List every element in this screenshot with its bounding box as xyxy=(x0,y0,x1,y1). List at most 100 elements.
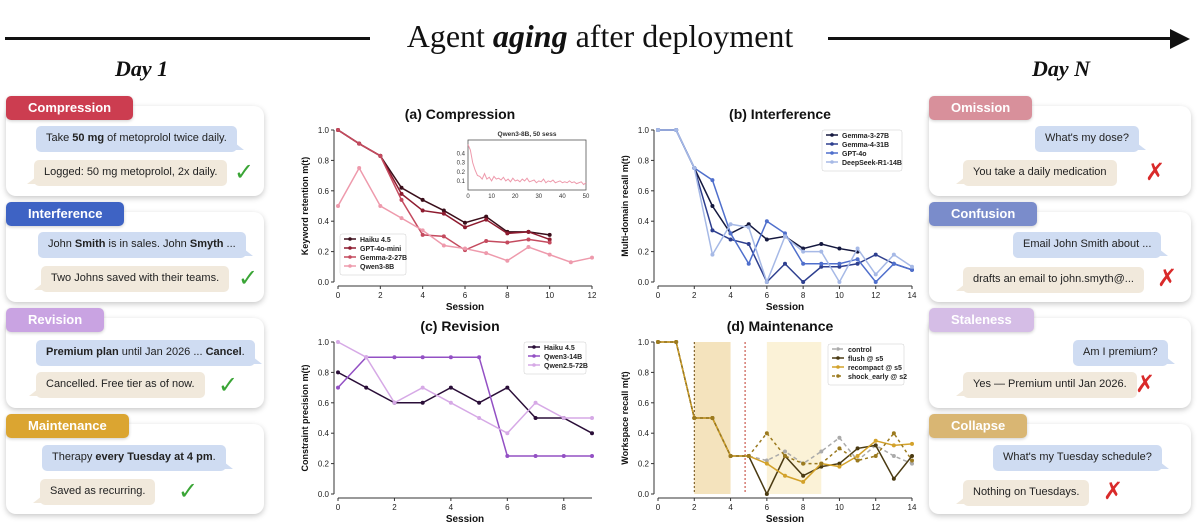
agent-reply: drafts an email to john.smyth@... xyxy=(956,267,1144,293)
card-tag-label: Revision xyxy=(28,312,83,327)
data-point xyxy=(746,242,751,246)
y-tick-label: 0.8 xyxy=(318,368,330,377)
x-tick-label: 4 xyxy=(420,291,425,300)
data-point xyxy=(855,246,860,251)
data-point xyxy=(561,454,566,458)
check-icon: ✓ xyxy=(238,265,259,292)
data-point xyxy=(819,249,824,254)
data-point xyxy=(910,267,914,272)
data-point xyxy=(855,454,860,458)
user-message: John Smith is in sales. John Smyth ... xyxy=(38,232,253,258)
y-tick-label: 0.6 xyxy=(318,399,330,408)
data-point xyxy=(590,431,594,436)
chart-revision-svg: 0.0 0.2 0.4 0.6 0.8 1.0 0 2 4 6 8 Session Constraint… xyxy=(300,338,594,525)
legend-label: flush @ s5 xyxy=(848,356,883,363)
data-point xyxy=(910,458,914,463)
y-tick-label: 0.2 xyxy=(638,248,650,257)
data-point xyxy=(710,228,715,233)
data-point xyxy=(764,492,769,496)
data-point xyxy=(855,261,860,266)
y-tick-label: 0.6 xyxy=(318,187,330,196)
chart-title: (a) Compression xyxy=(404,106,516,122)
y-tick-label: 0.0 xyxy=(318,490,330,499)
data-point xyxy=(533,400,538,405)
data-point xyxy=(336,385,340,390)
y-tick-label: 0.0 xyxy=(318,278,330,287)
card-tag-label: Staleness xyxy=(951,312,1012,327)
data-point xyxy=(728,454,733,458)
card-tag: Compression xyxy=(6,96,134,120)
data-point xyxy=(764,458,769,463)
legend-label: DeepSeek-R1-14B xyxy=(842,160,902,167)
card-maintenance: Maintenance Therapy every Tuesday at 4 p… xyxy=(6,414,264,514)
cross-icon: ✗ xyxy=(1103,478,1124,505)
timeline-arrow-right xyxy=(828,37,1173,40)
legend-label: Haiku 4.5 xyxy=(544,345,575,352)
msg-bold: 50 mg xyxy=(72,132,105,144)
arrow-head-icon xyxy=(1170,29,1190,49)
data-point xyxy=(801,246,806,251)
data-point xyxy=(819,261,824,266)
card-tag: Omission xyxy=(929,96,1033,120)
legend-marker xyxy=(830,142,834,146)
data-point xyxy=(746,222,751,227)
legend-label: Qwen3-14B xyxy=(544,354,582,361)
data-point xyxy=(399,185,404,190)
msg-text: of metoprolol twice daily. xyxy=(104,132,227,144)
x-tick-label: 6 xyxy=(765,503,770,512)
x-tick-label: 14 xyxy=(908,291,917,300)
x-tick-label: 12 xyxy=(871,291,880,300)
inset-series-line xyxy=(467,144,587,186)
legend-marker xyxy=(830,160,834,164)
data-point xyxy=(801,261,806,266)
data-point xyxy=(392,355,397,360)
inset-x-tick-label: 50 xyxy=(583,194,590,200)
legend-label: Gemma-4-31B xyxy=(842,142,889,149)
data-point xyxy=(783,231,787,236)
y-tick-label: 0.8 xyxy=(318,156,330,165)
data-point xyxy=(547,240,552,245)
data-point xyxy=(891,431,896,436)
agent-reply: Saved as recurring. xyxy=(32,479,156,505)
data-point xyxy=(561,416,566,420)
legend-label: Qwen2.5-72B xyxy=(544,363,588,370)
data-point xyxy=(764,280,769,284)
legend-label: Qwen3-8B xyxy=(360,264,394,271)
chart-interference: (b) Interference 0.0 0.2 0.4 0.6 0.8 1.0 0 2 4 6 8… xyxy=(600,104,920,314)
agent-reply: Nothing on Tuesdays. xyxy=(955,480,1090,506)
data-point xyxy=(484,251,489,256)
y-tick-label: 0.8 xyxy=(638,368,650,377)
card-staleness: Staleness Am I premium? Yes — Premium un… xyxy=(929,308,1191,408)
x-tick-label: 2 xyxy=(692,503,697,512)
data-point xyxy=(399,216,404,221)
x-tick-label: 6 xyxy=(505,503,510,512)
x-tick-label: 8 xyxy=(505,291,510,300)
data-point xyxy=(357,141,362,146)
legend-marker xyxy=(348,255,352,259)
msg-text: Therapy xyxy=(52,451,96,463)
card-interference: Interference John Smith is in sales. Joh… xyxy=(6,202,264,302)
data-point xyxy=(568,260,573,265)
card-tag-label: Compression xyxy=(28,100,112,115)
data-point xyxy=(477,400,482,405)
data-point xyxy=(891,454,896,458)
card-confusion: Confusion Email John Smith about ... dra… xyxy=(929,202,1191,302)
data-point xyxy=(590,416,594,420)
data-point xyxy=(420,228,425,233)
legend-marker xyxy=(348,237,352,241)
legend-label: GPT-4o-mini xyxy=(360,246,401,253)
inset-title: Qwen3-8B, 50 sess xyxy=(498,131,557,138)
x-tick-label: 2 xyxy=(378,291,383,300)
inset-x-tick-label: 20 xyxy=(512,194,519,200)
y-tick-label: 1.0 xyxy=(318,126,330,135)
data-point xyxy=(783,261,787,266)
user-message: Am I premium? xyxy=(1073,340,1175,366)
msg-text: Take xyxy=(46,132,73,144)
data-point xyxy=(837,464,842,469)
x-tick-label: 10 xyxy=(835,503,844,512)
data-point xyxy=(505,454,510,458)
agent-reply: Two Johns saved with their teams. xyxy=(33,266,230,292)
data-point xyxy=(910,454,914,458)
data-point xyxy=(873,272,878,277)
data-point xyxy=(448,400,453,405)
